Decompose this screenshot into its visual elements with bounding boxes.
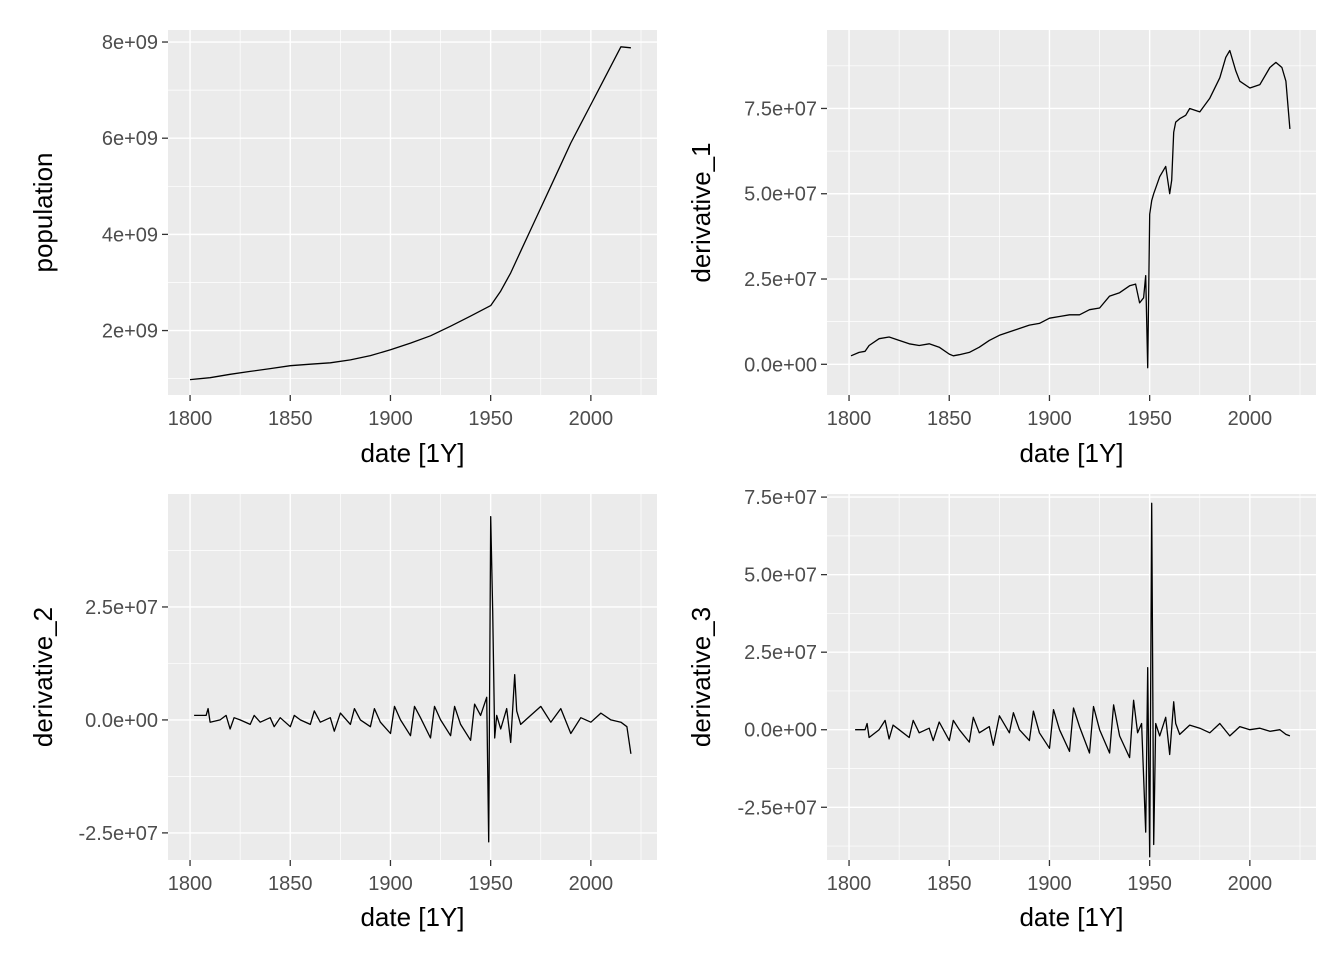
panel-background	[168, 494, 657, 860]
y-axis-title: derivative_3	[686, 607, 716, 747]
x-tick-label: 1950	[468, 408, 513, 430]
x-tick-label: 1900	[1027, 873, 1072, 895]
x-tick-label: 1850	[268, 408, 313, 430]
panel-background	[168, 30, 657, 395]
y-tick-label: 2.5e+07	[744, 642, 817, 664]
series-line-derivative-2	[194, 515, 632, 843]
y-tick-label: 4e+09	[102, 224, 158, 246]
y-tick-label: 6e+09	[102, 128, 158, 150]
x-tick-label: 1850	[927, 873, 972, 895]
y-tick-label: 5.0e+07	[744, 565, 817, 587]
x-tick-label: 1800	[168, 408, 213, 430]
x-axis-title: date [1Y]	[360, 902, 464, 932]
y-tick-label: 7.5e+07	[744, 98, 817, 120]
y-tick-label: 2.5e+07	[85, 597, 158, 619]
chart-panel-derivative-3: 1800 1850 1900 1950 2000 -2.5e+07 0.0e+00 2.5e+…	[686, 487, 1316, 932]
y-tick-label: -2.5e+07	[737, 797, 817, 819]
x-axis-title: date [1Y]	[360, 438, 464, 468]
x-tick-label: 1800	[168, 873, 213, 895]
chart-panel-derivative-2: 1800 1850 1900 1950 2000 -2.5e+07 0.0e+00 2.5e+…	[28, 494, 657, 932]
y-tick-label: 0.0e+00	[85, 710, 158, 732]
x-tick-label: 2000	[569, 408, 614, 430]
chart-panel-derivative-1: 1800 1850 1900 1950 2000 0.0e+00 2.5e+07 5.0e+0…	[686, 30, 1316, 468]
x-tick-label: 1950	[468, 873, 513, 895]
x-tick-label: 1900	[1027, 408, 1072, 430]
x-tick-label: 1950	[1127, 873, 1172, 895]
x-axis-title: date [1Y]	[1019, 438, 1123, 468]
series-line-population	[189, 46, 631, 381]
panel-background	[827, 30, 1316, 395]
y-tick-label: 7.5e+07	[744, 487, 817, 509]
y-tick-label: 0.0e+00	[744, 720, 817, 742]
x-tick-label: 1800	[827, 408, 872, 430]
y-tick-label: 8e+09	[102, 32, 158, 54]
x-tick-label: 1850	[927, 408, 972, 430]
y-axis-title: derivative_1	[686, 142, 716, 282]
x-tick-label: 2000	[569, 873, 614, 895]
x-tick-label: 1950	[1127, 408, 1172, 430]
y-tick-label: -2.5e+07	[78, 823, 158, 845]
x-tick-label: 1800	[827, 873, 872, 895]
x-axis-title: date [1Y]	[1019, 902, 1123, 932]
panel-background	[827, 494, 1316, 860]
x-tick-label: 1900	[368, 408, 413, 430]
series-line-derivative-1	[850, 49, 1291, 369]
x-tick-label: 1850	[268, 873, 313, 895]
chart-panel-population: 1800 1850 1900 1950 2000 2e+09 4e+09 6e+09 8e+09…	[28, 30, 657, 468]
x-tick-label: 2000	[1228, 873, 1273, 895]
y-tick-label: 2.5e+07	[744, 269, 817, 291]
y-tick-label: 5.0e+07	[744, 184, 817, 206]
y-axis-title: population	[28, 153, 58, 273]
x-tick-label: 1900	[368, 873, 413, 895]
x-tick-label: 2000	[1228, 408, 1273, 430]
y-axis-title: derivative_2	[28, 607, 58, 747]
series-line-derivative-3	[855, 502, 1291, 858]
y-tick-label: 2e+09	[102, 321, 158, 343]
y-tick-label: 0.0e+00	[744, 354, 817, 376]
